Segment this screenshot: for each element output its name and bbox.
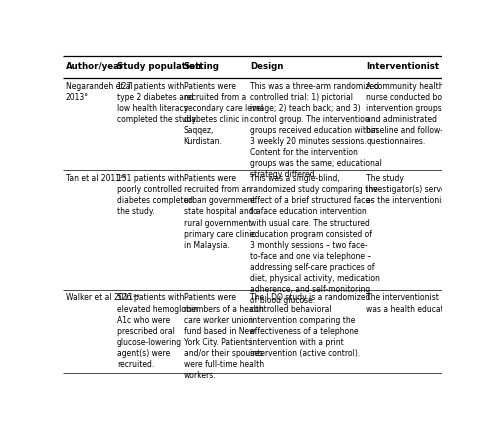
Text: Author/year: Author/year xyxy=(66,62,124,71)
Text: Tan et al 2011²²: Tan et al 2011²² xyxy=(66,174,126,183)
Text: Patients were
recruited from a
secondary care level
diabetes clinic in
Saqqez,
K: Patients were recruited from a secondary… xyxy=(184,82,263,146)
Text: Study population: Study population xyxy=(117,62,201,71)
Text: The interventionist
was a health educator.: The interventionist was a health educato… xyxy=(366,293,453,314)
Text: The I DO study is a randomized
controlled behavioral
intervention comparing the
: The I DO study is a randomized controlle… xyxy=(250,293,371,358)
Text: Patients were
members of a health
care worker union
fund based in New
York City.: Patients were members of a health care w… xyxy=(184,293,264,380)
Text: 151 patients with
poorly controlled
diabetes completed
the study.: 151 patients with poorly controlled diab… xyxy=(117,174,193,216)
Text: The study
investigator(s) served
as the interventionist.: The study investigator(s) served as the … xyxy=(366,174,451,205)
Text: A community health
nurse conducted both
intervention groups
and administrated
ba: A community health nurse conducted both … xyxy=(366,82,453,146)
Text: Walker et al 2011²⁴: Walker et al 2011²⁴ xyxy=(66,293,139,303)
Text: 526 patients with
elevated hemoglobin
A1c who were
prescribed oral
glucose-lower: 526 patients with elevated hemoglobin A1… xyxy=(117,293,198,369)
Text: This was a single-blind,
randomized study comparing the
effect of a brief struct: This was a single-blind, randomized stud… xyxy=(250,174,380,305)
Text: Patients were
recruited from an
urban government
state hospital and a
rural gove: Patients were recruited from an urban go… xyxy=(184,174,260,250)
Text: This was a three-arm randomized
controlled trial: 1) pictorial
image; 2) teach b: This was a three-arm randomized controll… xyxy=(250,82,382,179)
Text: Design: Design xyxy=(250,62,283,71)
Text: 127 patients with
type 2 diabetes and
low health literacy
completed the study.: 127 patients with type 2 diabetes and lo… xyxy=(117,82,197,124)
Text: Negarandeh et al
2013°: Negarandeh et al 2013° xyxy=(66,82,132,102)
Text: Setting: Setting xyxy=(184,62,219,71)
Text: Interventionist: Interventionist xyxy=(366,62,439,71)
